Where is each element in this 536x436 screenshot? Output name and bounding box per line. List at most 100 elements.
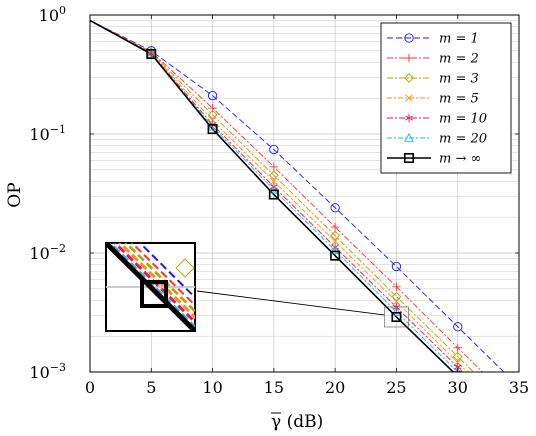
marker-triangle <box>391 306 402 316</box>
data-point <box>207 109 218 120</box>
y-tick-label: 10−2 <box>29 242 66 263</box>
legend-entry: m = 20 <box>387 132 487 147</box>
marker-diamond <box>391 291 402 302</box>
data-point <box>454 358 462 367</box>
data-point <box>330 250 341 261</box>
x-tick-label: 5 <box>146 378 156 397</box>
inset-marker <box>140 280 168 308</box>
marker-star-arm <box>405 115 413 121</box>
marker-diamond <box>269 170 279 181</box>
data-point <box>269 170 279 181</box>
data-point <box>207 91 218 101</box>
legend-label: m = 2 <box>439 52 479 67</box>
marker-star-arm <box>269 184 278 190</box>
data-point <box>452 351 463 362</box>
data-point <box>391 306 402 316</box>
legend-label: m = 3 <box>439 72 479 87</box>
marker-circle <box>453 322 463 332</box>
legend-entry: m = 3 <box>387 72 479 87</box>
data-point <box>146 48 157 58</box>
marker-diamond <box>175 258 195 278</box>
series-markers <box>146 46 463 372</box>
data-point <box>207 121 218 131</box>
marker-square <box>391 311 402 322</box>
axis-ticks: 0 5 10 15 20 25 30 35 100 10−1 10−2 10−3 <box>29 4 529 397</box>
marker-circle <box>269 144 279 155</box>
zoom-source-box <box>384 306 409 328</box>
legend-swatch-marker <box>405 94 413 102</box>
series-lines <box>90 19 505 372</box>
x-tick-label: 20 <box>325 378 345 397</box>
inset-series-line <box>106 243 195 331</box>
x-tick-label: 25 <box>386 378 406 397</box>
data-point <box>330 245 341 255</box>
data-point <box>330 230 340 241</box>
legend-label: m = 5 <box>439 92 479 107</box>
legend: m = 1 m = 2 m = 3 m = 5 m = 10 m = 20 m → ∞ <box>380 22 512 174</box>
legend-label: m = 1 <box>439 32 479 47</box>
y-axis-label: OP <box>5 182 25 207</box>
data-point <box>392 282 401 291</box>
series-line <box>90 20 505 372</box>
zoom-connector <box>196 290 385 316</box>
legend-entry: m = 1 <box>387 32 479 47</box>
x-axis-label-text: γ (dB) <box>271 412 323 432</box>
marker-circle <box>404 33 414 43</box>
series-line <box>90 20 484 372</box>
marker-diamond <box>404 73 414 83</box>
marker-triangle <box>146 48 157 58</box>
y-tick-label: 10−1 <box>29 123 66 144</box>
marker-x-b <box>392 297 401 306</box>
legend-swatch-marker <box>404 53 414 63</box>
data-point <box>392 297 401 306</box>
data-point <box>391 291 402 302</box>
legend-swatch-marker <box>405 113 413 123</box>
data-point <box>268 184 279 194</box>
marker-diamond <box>330 230 340 241</box>
data-point <box>146 49 157 60</box>
legend-swatch-marker <box>403 153 414 164</box>
marker-x-b <box>405 94 413 102</box>
legend-entry: m → ∞ <box>387 152 481 167</box>
marker-x-b <box>331 237 339 246</box>
legend-label: m = 10 <box>439 112 487 127</box>
marker-square <box>403 153 414 164</box>
data-point <box>269 162 279 172</box>
series-line <box>90 19 455 372</box>
data-point <box>453 322 463 332</box>
marker-square <box>207 124 218 135</box>
marker-circle <box>330 203 340 213</box>
data-point <box>268 189 279 200</box>
marker-circle <box>207 91 218 101</box>
marker-square <box>146 49 157 60</box>
plot-frame <box>89 14 520 373</box>
data-point <box>331 237 339 246</box>
data-point <box>207 124 218 135</box>
data-point <box>391 261 402 272</box>
legend-swatch-marker <box>404 33 414 43</box>
data-point <box>270 177 278 186</box>
x-tick-label: 35 <box>509 378 529 397</box>
marker-triangle <box>268 184 279 194</box>
x-axis-label: γ (dB) <box>271 412 323 432</box>
series-line <box>90 20 469 372</box>
x-tick-label: 0 <box>85 378 95 397</box>
y-tick-label: 10−3 <box>29 361 66 382</box>
marker-diamond <box>452 351 463 362</box>
legend-swatch-marker <box>404 73 414 83</box>
marker-diamond <box>207 109 218 120</box>
legend-swatch-marker <box>404 132 414 142</box>
data-point <box>330 203 340 213</box>
inset-content <box>106 243 195 331</box>
x-tick-label: 10 <box>202 378 222 397</box>
marker-square <box>330 250 341 261</box>
data-point <box>391 311 402 322</box>
marker-circle <box>391 261 402 272</box>
series-line <box>90 20 475 372</box>
marker-triangle <box>207 121 218 131</box>
data-point <box>269 144 279 155</box>
marker-square <box>140 280 168 308</box>
legend-entry: m = 5 <box>387 92 479 107</box>
legend-label: m → ∞ <box>439 152 481 167</box>
